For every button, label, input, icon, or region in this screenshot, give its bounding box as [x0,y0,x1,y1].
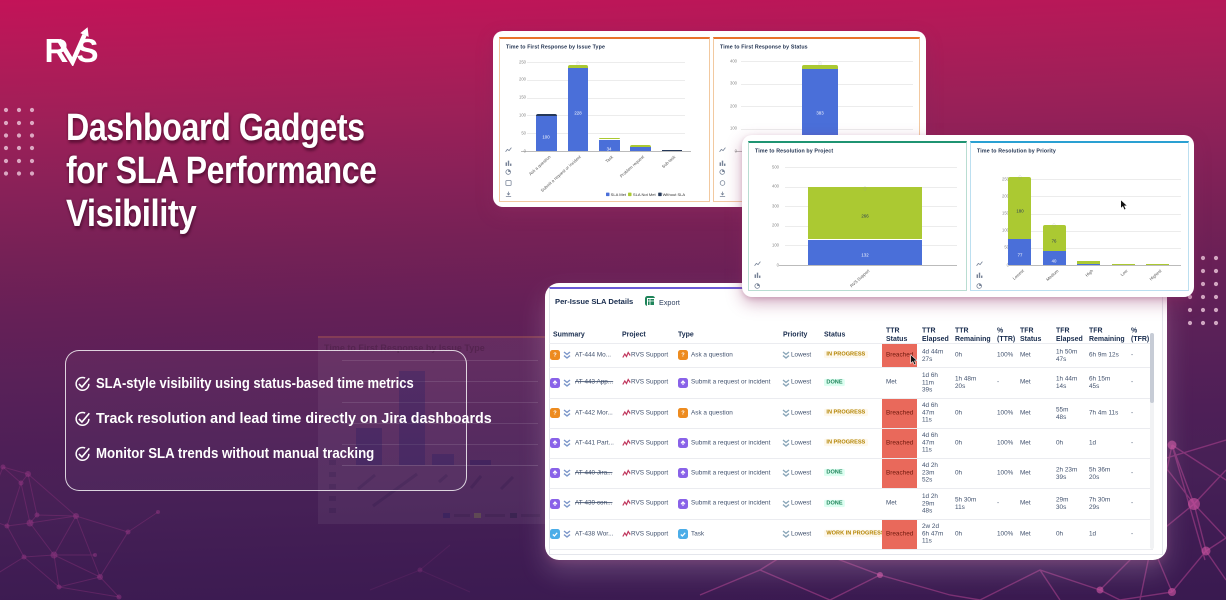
svg-text:S: S [77,32,99,66]
